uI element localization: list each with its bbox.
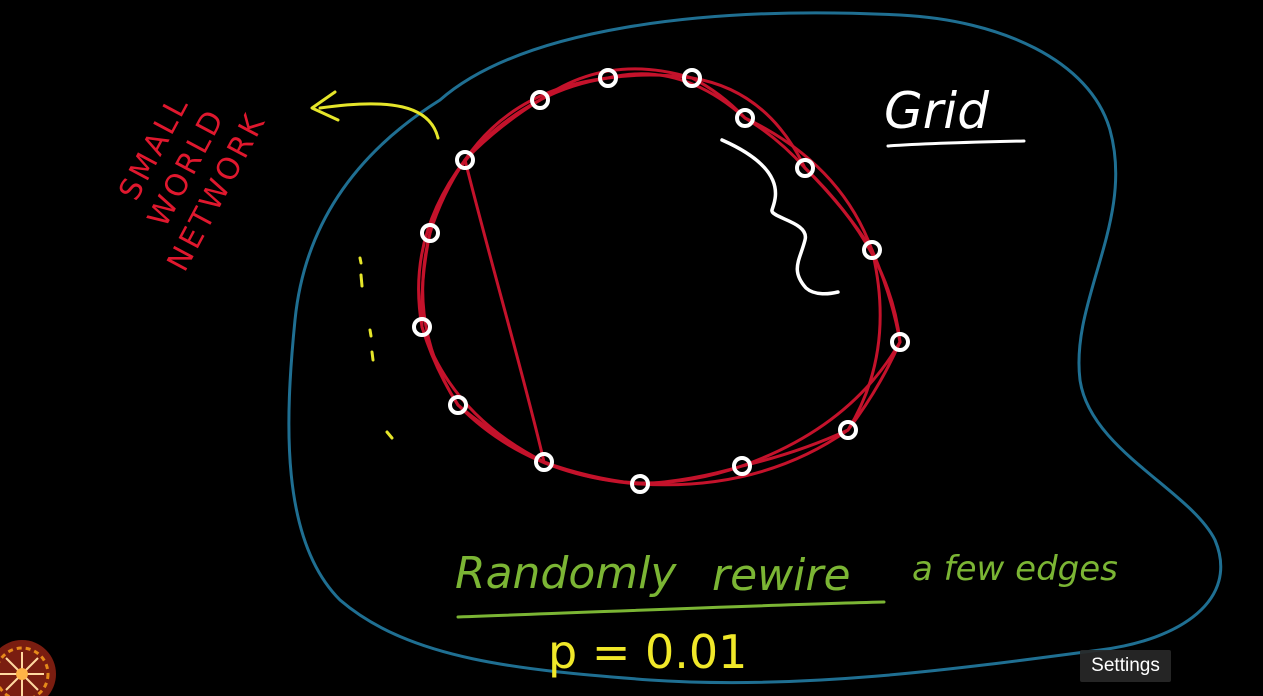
ring-edge — [463, 98, 542, 162]
ring-lattice — [417, 67, 902, 487]
ring-second-neighbor-edge — [803, 166, 902, 344]
ring-second-neighbor-edge — [743, 116, 874, 252]
caption-tail: a few edges — [912, 549, 1118, 589]
ring-edge — [743, 116, 807, 170]
neighbor-brace — [720, 138, 840, 296]
ring-second-neighbor-edge — [690, 76, 807, 170]
ring-second-neighbor-edge — [740, 340, 902, 468]
network-node — [455, 150, 475, 170]
grid-region-outline — [287, 11, 1223, 685]
network-node — [420, 223, 440, 243]
ring-second-neighbor-edge — [456, 403, 642, 486]
network-node — [412, 317, 432, 337]
ring-second-neighbor-edge — [463, 76, 610, 162]
network-node — [838, 420, 858, 440]
network-node — [735, 108, 755, 128]
ring-second-neighbor-edge — [638, 428, 850, 487]
network-node — [795, 158, 815, 178]
channel-logo — [0, 640, 56, 696]
ellipsis-dots — [358, 256, 394, 440]
ring-second-neighbor-edge — [606, 72, 747, 120]
caption-rewire: rewire — [712, 550, 851, 601]
grid-underline — [886, 139, 1026, 148]
network-node — [534, 452, 554, 472]
grid-label: Grid — [884, 82, 989, 140]
rewired-edge — [463, 159, 546, 463]
network-node — [682, 68, 702, 88]
arrowhead-icon — [310, 90, 340, 122]
network-node — [448, 395, 468, 415]
ring-edge — [740, 428, 850, 468]
probability-label: p = 0.01 — [548, 625, 747, 679]
network-node — [630, 474, 650, 494]
network-node — [530, 90, 550, 110]
settings-tooltip: Settings — [1080, 650, 1171, 682]
network-node — [732, 456, 752, 476]
label-arrow — [318, 102, 440, 140]
network-nodes — [412, 68, 910, 494]
network-node — [862, 240, 882, 260]
caption-randomly: Randomly — [455, 548, 677, 599]
ring-second-neighbor-edge — [428, 98, 542, 235]
ring-second-neighbor-edge — [417, 158, 467, 329]
network-node — [890, 332, 910, 352]
network-node — [598, 68, 618, 88]
network-type-label: SMALL WORLD NETWORK — [112, 89, 273, 277]
ring-second-neighbor-edge — [846, 248, 882, 432]
ring-edge — [638, 464, 744, 486]
caption-underline — [456, 600, 886, 619]
